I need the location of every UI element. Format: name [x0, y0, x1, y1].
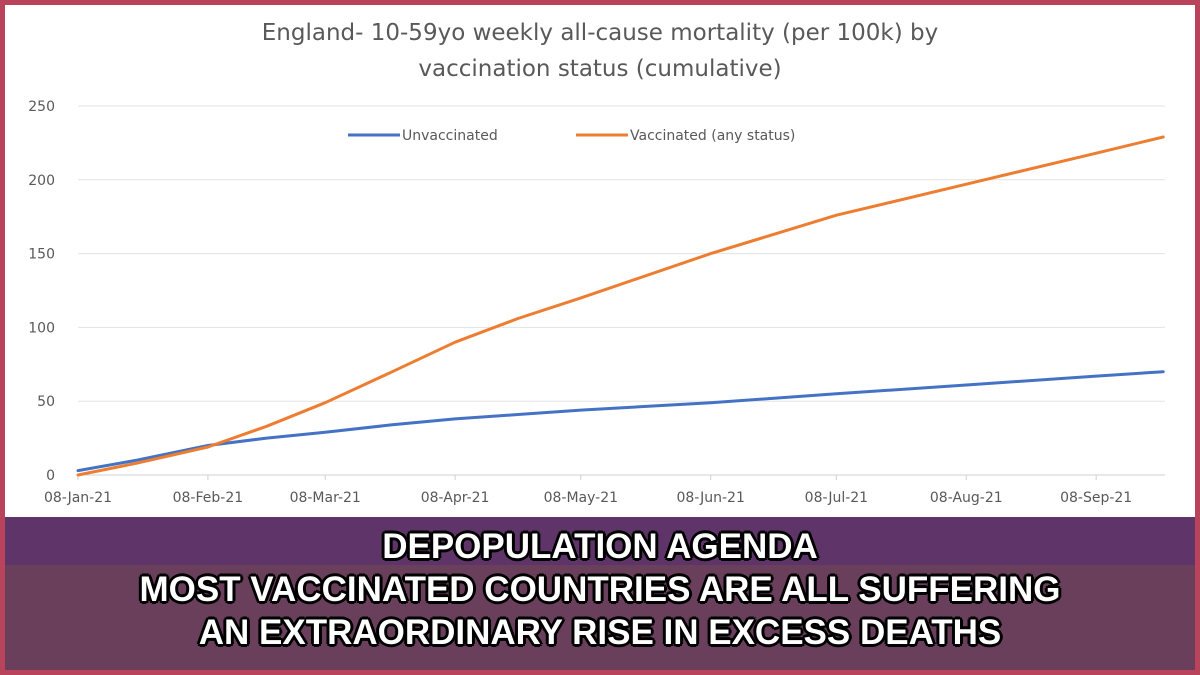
banner-band-top — [0, 517, 1200, 565]
x-tick-label: 08-Mar-21 — [290, 490, 361, 506]
banner-band-bottom — [0, 565, 1200, 675]
chart-title-line2: vaccination status (cumulative) — [418, 56, 781, 82]
x-tick-label: 08-Sep-21 — [1060, 490, 1132, 506]
banner-line-3: AN EXTRAORDINARY RISE IN EXCESS DEATHS — [198, 613, 1002, 652]
mortality-line-chart: England- 10-59yo weekly all-cause mortal… — [28, 20, 1165, 506]
banner-line-1: DEPOPULATION AGENDA — [382, 527, 818, 566]
x-tick-label: 08-Jul-21 — [805, 490, 868, 506]
series-line-vaccinated — [76, 135, 1165, 477]
chart-title-line1: England- 10-59yo weekly all-cause mortal… — [262, 20, 938, 46]
y-tick-label: 200 — [28, 173, 55, 189]
legend-label-unvaccinated: Unvaccinated — [402, 128, 498, 144]
y-tick-label: 50 — [37, 394, 55, 410]
y-tick-label: 150 — [28, 247, 55, 263]
y-tick-label: 0 — [46, 468, 55, 484]
banner-line-2: MOST VACCINATED COUNTRIES ARE ALL SUFFER… — [139, 570, 1061, 609]
legend-label-vaccinated: Vaccinated (any status) — [630, 128, 795, 144]
y-tick-label: 100 — [28, 320, 55, 336]
x-tick-label: 08-Jun-21 — [676, 490, 744, 506]
x-tick-label: 08-Jan-21 — [44, 490, 112, 506]
x-tick-label: 08-May-21 — [544, 490, 618, 506]
x-tick-label: 08-Feb-21 — [173, 490, 244, 506]
y-tick-label: 250 — [28, 99, 55, 115]
legend: Unvaccinated Vaccinated (any status) — [348, 128, 795, 144]
x-tick-label: 08-Aug-21 — [930, 490, 1003, 506]
series-line-unvaccinated — [76, 370, 1165, 473]
headline-banner: DEPOPULATION AGENDA MOST VACCINATED COUN… — [0, 517, 1200, 675]
x-tick-label: 08-Apr-21 — [421, 490, 490, 506]
